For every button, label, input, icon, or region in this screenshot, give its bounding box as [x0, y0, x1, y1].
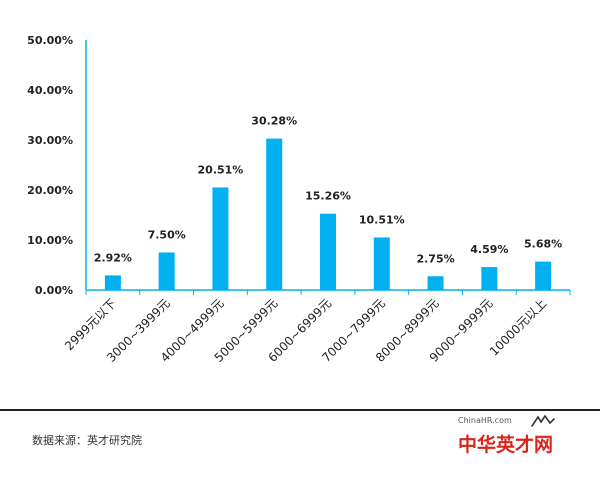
bar — [535, 261, 552, 290]
bar — [212, 187, 229, 290]
value-labels: 2.92% 7.50% 20.51% 30.28% 15.26% 10.51% 2.75% 4… — [94, 115, 562, 266]
chinahr-logo: ChinaHR.com 中华英才网 — [458, 414, 568, 462]
bar-value-label: 2.92% — [94, 251, 132, 264]
bar-value-label: 2.75% — [416, 252, 454, 265]
x-tick-label: 10000元以上 — [487, 296, 549, 358]
footer-divider — [0, 409, 600, 411]
x-tick-label: 2999元以下 — [62, 296, 119, 353]
source-note: 数据来源：英才研究院 — [32, 434, 142, 447]
y-tick-label: 20.00% — [27, 184, 73, 197]
x-axis — [85, 289, 571, 295]
bar-value-label: 7.50% — [148, 229, 186, 242]
bar-value-label: 20.51% — [198, 163, 244, 176]
bar — [373, 237, 390, 290]
bar-value-label: 4.59% — [470, 243, 508, 256]
bar-value-label: 5.68% — [524, 238, 562, 251]
bar — [320, 213, 336, 290]
bar-value-label: 15.26% — [305, 190, 351, 203]
bar-value-label: 30.28% — [251, 115, 297, 128]
logo-figure-icon — [531, 414, 555, 427]
bar — [427, 276, 444, 290]
bar — [104, 275, 121, 290]
y-tick-label: 50.00% — [27, 34, 73, 47]
logo-url-text: ChinaHR.com — [458, 416, 512, 425]
y-axis: 0.00% 10.00% 20.00% 30.00% 40.00% 50.00% — [27, 34, 87, 297]
bar-value-label: 10.51% — [359, 213, 405, 226]
y-tick-label: 30.00% — [27, 134, 73, 147]
bars — [104, 138, 552, 290]
y-tick-label: 0.00% — [35, 284, 73, 297]
bar — [158, 252, 175, 290]
bar-chart: 0.00% 10.00% 20.00% 30.00% 40.00% 50.00% 2.92… — [27, 34, 571, 365]
logo-brand-text: 中华英才网 — [458, 434, 554, 456]
bar — [266, 138, 283, 290]
bar — [481, 267, 498, 290]
y-tick-label: 40.00% — [27, 84, 73, 97]
x-tick-labels: 2999元以下3000~3999元4000~4999元5000~5999元600… — [62, 296, 549, 365]
y-tick-label: 10.00% — [27, 234, 73, 247]
